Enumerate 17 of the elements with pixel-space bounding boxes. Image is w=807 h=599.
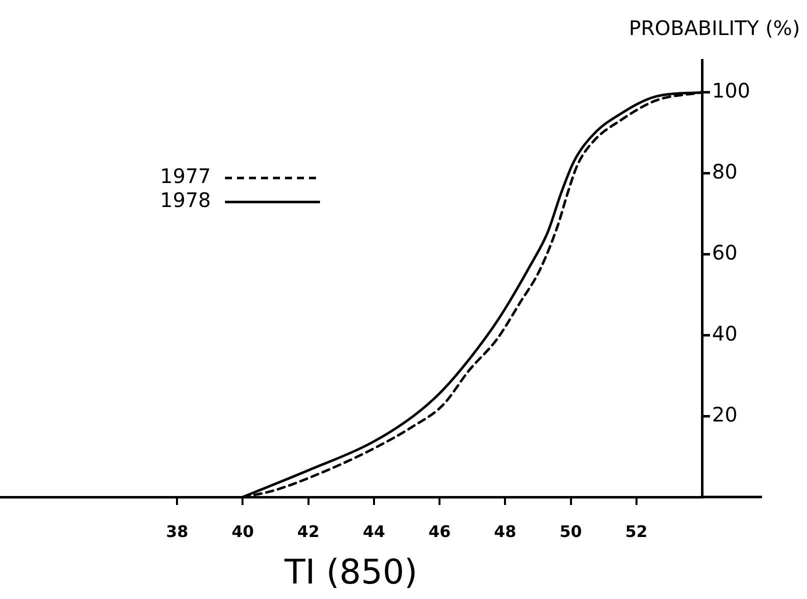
x-tick-label: 48 xyxy=(494,522,516,541)
y-tick-label: 80 xyxy=(712,160,738,184)
x-tick-label: 52 xyxy=(625,522,648,541)
y-tick-label: 20 xyxy=(712,402,738,426)
x-tick-label: 50 xyxy=(560,522,582,541)
y-tick-label: 100 xyxy=(712,78,750,103)
legend-label: 1977 xyxy=(160,164,211,188)
y-axis-title: PROBABILITY (%) xyxy=(628,16,800,40)
x-axis-title: TI (850) xyxy=(283,552,418,592)
x-tick-label: 44 xyxy=(362,522,386,541)
y-tick-label: 40 xyxy=(712,321,738,346)
legend-label: 1978 xyxy=(160,188,211,212)
x-tick-label: 40 xyxy=(232,522,254,541)
x-tick-label: 42 xyxy=(297,522,320,541)
x-tick-label: 38 xyxy=(166,522,188,541)
y-tick-label: 60 xyxy=(712,240,738,264)
x-tick-label: 46 xyxy=(428,522,451,541)
